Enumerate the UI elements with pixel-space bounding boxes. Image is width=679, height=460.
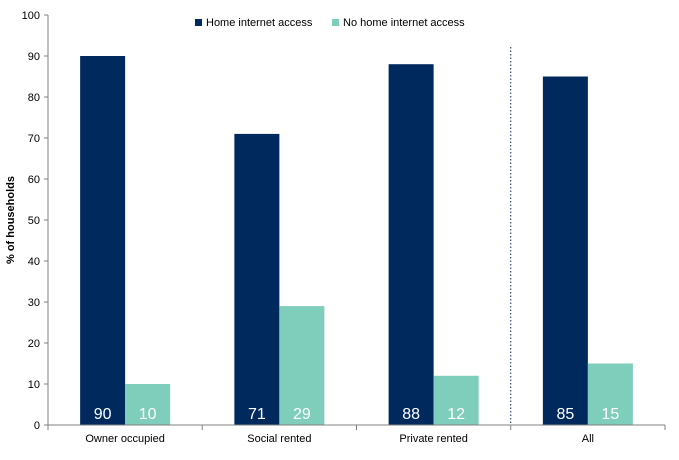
- bar-value-label: 12: [447, 406, 465, 423]
- bar: [542, 76, 588, 425]
- bar: [80, 56, 126, 425]
- legend: Home internet access No home internet acc…: [195, 17, 465, 29]
- y-tick-label: 20: [28, 338, 40, 350]
- y-tick-label: 40: [28, 256, 40, 268]
- legend-swatch: [195, 19, 202, 26]
- bar: [587, 363, 633, 425]
- x-tick-label: Owner occupied: [85, 433, 165, 445]
- legend-swatch: [332, 19, 339, 26]
- x-tick-label: All: [582, 433, 594, 445]
- bar-value-label: 88: [402, 406, 420, 423]
- bar: [388, 64, 434, 425]
- data-labels: 90 10 71 29 88 12 85 15: [94, 406, 620, 423]
- bar-value-label: 85: [556, 406, 574, 423]
- y-tick-label: 0: [34, 420, 40, 432]
- y-tick-label: 60: [28, 174, 40, 186]
- legend-label: Home internet access: [206, 17, 313, 29]
- y-axis-title: % of households: [5, 176, 17, 264]
- y-tick-label: 70: [28, 133, 40, 145]
- x-axis: Owner occupied Social rented Private rente…: [47, 47, 666, 445]
- y-axis: 0 10 20 30 40 50 60 70 80 90 100 % of households: [5, 10, 49, 432]
- bars: [80, 56, 633, 425]
- y-tick-label: 10: [28, 379, 40, 391]
- y-tick-label: 90: [28, 51, 40, 63]
- x-tick-label: Social rented: [247, 433, 311, 445]
- y-tick-label: 30: [28, 297, 40, 309]
- bar: [234, 133, 280, 425]
- y-tick-label: 80: [28, 92, 40, 104]
- x-tick-label: Private rented: [399, 433, 467, 445]
- bar-value-label: 10: [139, 406, 157, 423]
- bar-value-label: 90: [94, 406, 112, 423]
- legend-label: No home internet access: [343, 17, 465, 29]
- bar-value-label: 29: [293, 406, 311, 423]
- bar-value-label: 15: [601, 406, 619, 423]
- y-tick-label: 50: [28, 215, 40, 227]
- bar: [279, 306, 325, 425]
- bar: [125, 384, 171, 425]
- bar-value-label: 71: [248, 406, 266, 423]
- y-tick-label: 100: [22, 10, 40, 22]
- bar: [433, 375, 479, 425]
